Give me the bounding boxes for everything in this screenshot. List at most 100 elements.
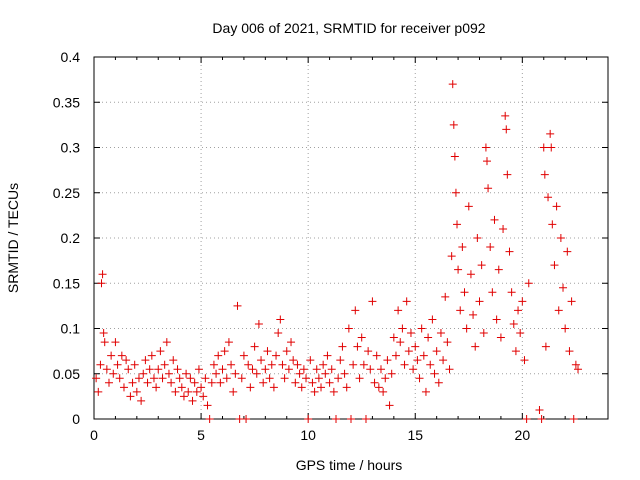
data-point-0-133 [372, 351, 381, 360]
data-point-0-30 [152, 383, 161, 392]
data-point-0-147 [402, 297, 411, 306]
y-tick-label-2: 0.1 [61, 321, 81, 337]
data-point-0-80 [259, 378, 268, 387]
data-point-0-6 [100, 338, 109, 347]
data-point-0-75 [248, 365, 257, 374]
data-point-0-158 [426, 360, 435, 369]
data-point-0-176 [458, 243, 467, 252]
data-point-0-132 [370, 378, 379, 387]
data-point-0-227 [567, 297, 576, 306]
data-point-0-218 [548, 220, 557, 229]
data-point-0-166 [443, 338, 452, 347]
data-point-0-40 [173, 365, 182, 374]
data-point-0-192 [490, 215, 499, 224]
data-point-0-128 [361, 415, 370, 423]
data-point-0-18 [126, 392, 135, 401]
data-point-0-117 [338, 342, 347, 351]
data-point-0-78 [254, 319, 263, 328]
data-point-0-134 [374, 383, 383, 392]
data-point-0-127 [359, 360, 368, 369]
data-point-0-114 [332, 415, 341, 423]
data-point-0-142 [391, 351, 400, 360]
data-point-0-68 [233, 301, 242, 310]
data-point-0-8 [104, 378, 113, 387]
data-point-0-100 [302, 374, 311, 383]
data-point-0-186 [479, 329, 488, 338]
data-point-0-63 [222, 374, 231, 383]
data-point-0-106 [314, 374, 323, 383]
data-point-0-139 [385, 401, 394, 410]
data-point-0-199 [503, 170, 512, 179]
data-point-0-135 [376, 365, 385, 374]
data-point-0-95 [291, 378, 300, 387]
data-point-0-73 [244, 360, 253, 369]
data-point-0-144 [396, 338, 405, 347]
data-point-0-153 [415, 374, 424, 383]
data-point-0-225 [563, 247, 572, 256]
x-tick-label-1: 5 [197, 427, 205, 443]
x-tick-label-2: 10 [300, 427, 316, 443]
y-tick-label-4: 0.2 [61, 230, 81, 246]
data-point-0-35 [162, 338, 171, 347]
data-point-0-150 [409, 365, 418, 374]
data-point-0-198 [502, 125, 511, 134]
data-point-0-110 [323, 351, 332, 360]
data-point-0-201 [507, 288, 516, 297]
data-point-0-165 [441, 292, 450, 301]
data-point-0-83 [265, 374, 274, 383]
data-point-0-2 [96, 360, 105, 369]
data-point-0-167 [445, 365, 454, 374]
data-point-0-13 [115, 374, 124, 383]
data-point-0-60 [216, 378, 225, 387]
data-point-0-164 [439, 356, 448, 365]
data-point-0-187 [481, 143, 490, 152]
data-point-0-94 [289, 356, 298, 365]
x-axis-label: GPS time / hours [296, 457, 403, 473]
data-point-0-172 [451, 188, 460, 197]
data-point-0-29 [149, 374, 158, 383]
data-point-0-36 [164, 369, 173, 378]
data-point-0-57 [209, 360, 218, 369]
data-point-0-89 [278, 360, 287, 369]
data-point-0-188 [482, 157, 491, 166]
data-point-0-88 [276, 315, 285, 324]
y-tick-label-3: 0.15 [53, 275, 80, 291]
data-point-0-5 [99, 329, 108, 338]
data-point-0-70 [237, 374, 246, 383]
data-point-0-52 [199, 392, 208, 401]
data-point-0-64 [224, 338, 233, 347]
data-point-0-3 [97, 279, 106, 288]
data-point-0-58 [212, 369, 221, 378]
data-point-0-108 [319, 360, 328, 369]
data-point-0-11 [111, 338, 120, 347]
data-point-0-161 [432, 347, 441, 356]
data-point-0-155 [419, 351, 428, 360]
data-point-0-214 [541, 342, 550, 351]
y-axis-label: SRMTID / TECUs [5, 183, 21, 293]
data-point-0-193 [492, 315, 501, 324]
data-point-0-65 [227, 360, 236, 369]
data-point-0-159 [428, 315, 437, 324]
data-point-0-91 [282, 347, 291, 356]
data-point-0-43 [179, 392, 188, 401]
data-point-0-112 [327, 365, 336, 374]
data-point-0-220 [552, 202, 561, 211]
data-point-0-31 [154, 365, 163, 374]
data-point-0-216 [546, 129, 555, 138]
data-point-0-213 [540, 170, 549, 179]
data-point-0-191 [488, 288, 497, 297]
data-point-0-107 [317, 383, 326, 392]
data-point-0-93 [287, 338, 296, 347]
data-point-0-228 [569, 415, 578, 423]
data-point-0-76 [250, 342, 259, 351]
data-point-0-223 [559, 283, 568, 292]
data-point-0-90 [280, 374, 289, 383]
data-point-0-196 [499, 224, 508, 233]
data-point-0-146 [400, 360, 409, 369]
data-point-0-22 [134, 374, 143, 383]
data-point-0-183 [473, 234, 482, 242]
data-point-0-48 [190, 378, 199, 387]
y-tick-label-5: 0.25 [53, 185, 80, 201]
data-point-0-28 [147, 351, 156, 360]
data-point-0-4 [98, 270, 107, 279]
